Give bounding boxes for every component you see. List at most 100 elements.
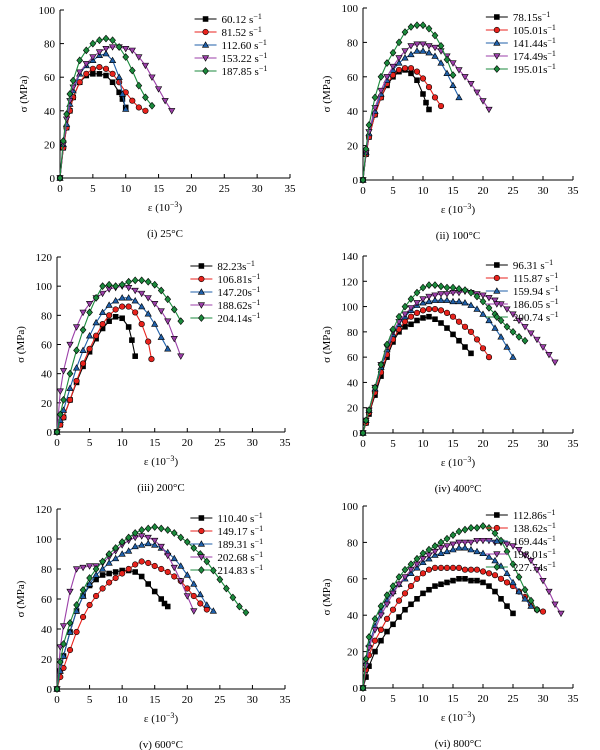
chart-panel-5: 0 5 10 15 20 25 30 35 0 20 40 60 80 100 120 σ (MPa) ε (1… bbox=[15, 504, 291, 750]
legend-marker bbox=[198, 515, 205, 521]
data-point bbox=[401, 54, 409, 61]
data-point bbox=[521, 585, 529, 594]
data-point bbox=[450, 331, 456, 338]
data-point bbox=[371, 383, 379, 392]
data-point bbox=[82, 46, 90, 55]
panel-caption: (i) 25°C bbox=[147, 228, 183, 240]
data-point bbox=[119, 315, 125, 322]
data-point bbox=[533, 605, 541, 614]
data-point bbox=[431, 542, 439, 550]
data-point bbox=[437, 538, 445, 547]
data-point bbox=[479, 98, 487, 105]
x-tick-label: 20 bbox=[182, 437, 194, 449]
data-point bbox=[359, 429, 367, 437]
data-point bbox=[118, 538, 126, 546]
data-point bbox=[449, 283, 457, 292]
data-point bbox=[479, 310, 487, 317]
data-point bbox=[423, 99, 429, 106]
data-point bbox=[105, 559, 113, 566]
data-point bbox=[474, 577, 480, 584]
x-tick-label: 25 bbox=[508, 185, 520, 197]
data-point bbox=[509, 327, 517, 336]
data-point bbox=[135, 81, 143, 90]
data-point bbox=[408, 70, 414, 77]
legend-marker bbox=[197, 540, 205, 547]
data-point bbox=[151, 541, 159, 548]
legend-label: 115.87 s−1 bbox=[513, 271, 558, 285]
data-point bbox=[449, 81, 457, 89]
y-tick-label: 0 bbox=[353, 428, 359, 440]
x-tick-label: 10 bbox=[418, 185, 430, 197]
data-point bbox=[420, 91, 426, 97]
data-point bbox=[395, 573, 403, 581]
data-point bbox=[99, 572, 106, 578]
legend-label: 153.22 s−1 bbox=[222, 51, 268, 65]
data-point bbox=[56, 174, 64, 182]
data-point bbox=[138, 302, 146, 310]
data-point bbox=[467, 328, 475, 335]
x-tick-label: 0 bbox=[360, 438, 366, 450]
data-point bbox=[82, 61, 90, 68]
y-tick-label: 0 bbox=[47, 684, 53, 696]
data-point bbox=[86, 308, 93, 317]
data-point bbox=[401, 65, 409, 72]
data-point bbox=[151, 280, 159, 289]
x-tick-label: 35 bbox=[568, 438, 580, 450]
data-point bbox=[359, 176, 367, 184]
legend-label: 147.20s−1 bbox=[217, 285, 260, 299]
data-point bbox=[86, 574, 93, 582]
data-point bbox=[407, 50, 415, 58]
data-point bbox=[102, 46, 110, 53]
x-tick-label: 25 bbox=[214, 437, 226, 449]
data-point bbox=[509, 311, 517, 318]
data-point bbox=[53, 685, 61, 693]
data-point bbox=[377, 602, 385, 610]
data-point bbox=[79, 346, 87, 353]
data-point bbox=[92, 592, 100, 600]
data-point bbox=[69, 76, 77, 85]
data-point bbox=[455, 544, 463, 551]
data-point bbox=[414, 77, 420, 84]
data-point bbox=[92, 565, 100, 573]
y-tick-label: 20 bbox=[347, 647, 359, 659]
data-point bbox=[164, 318, 172, 325]
data-point bbox=[437, 564, 445, 571]
data-point bbox=[363, 674, 369, 680]
data-point bbox=[491, 529, 499, 538]
legend-marker bbox=[198, 314, 205, 322]
data-point bbox=[479, 345, 487, 352]
data-point bbox=[455, 297, 463, 305]
data-point bbox=[449, 564, 457, 571]
data-point bbox=[128, 66, 136, 75]
data-point bbox=[106, 579, 113, 586]
data-point bbox=[419, 307, 427, 314]
data-point bbox=[66, 341, 74, 349]
data-point bbox=[76, 56, 84, 65]
y-tick-label: 0 bbox=[50, 173, 56, 185]
data-point bbox=[122, 46, 130, 53]
data-point bbox=[485, 354, 493, 361]
data-point bbox=[164, 603, 171, 610]
data-point bbox=[112, 554, 120, 562]
legend-marker bbox=[494, 512, 500, 518]
data-point bbox=[158, 596, 165, 602]
data-point bbox=[414, 596, 420, 602]
data-point bbox=[431, 94, 439, 101]
data-point bbox=[209, 607, 217, 614]
legend-marker bbox=[493, 287, 501, 294]
data-point bbox=[190, 580, 198, 587]
data-point bbox=[413, 575, 421, 582]
y-axis-label: σ (MPa) bbox=[321, 578, 333, 615]
data-point bbox=[443, 564, 451, 571]
data-point bbox=[443, 309, 451, 316]
data-point bbox=[115, 43, 123, 51]
data-point bbox=[419, 570, 427, 577]
legend-label: 186.05 s−1 bbox=[513, 297, 559, 311]
data-point bbox=[216, 575, 224, 584]
data-point bbox=[85, 563, 94, 570]
data-point bbox=[138, 573, 145, 580]
data-point bbox=[135, 104, 142, 111]
data-point bbox=[378, 637, 384, 644]
y-tick-label: 60 bbox=[44, 72, 56, 84]
data-point bbox=[503, 541, 511, 548]
